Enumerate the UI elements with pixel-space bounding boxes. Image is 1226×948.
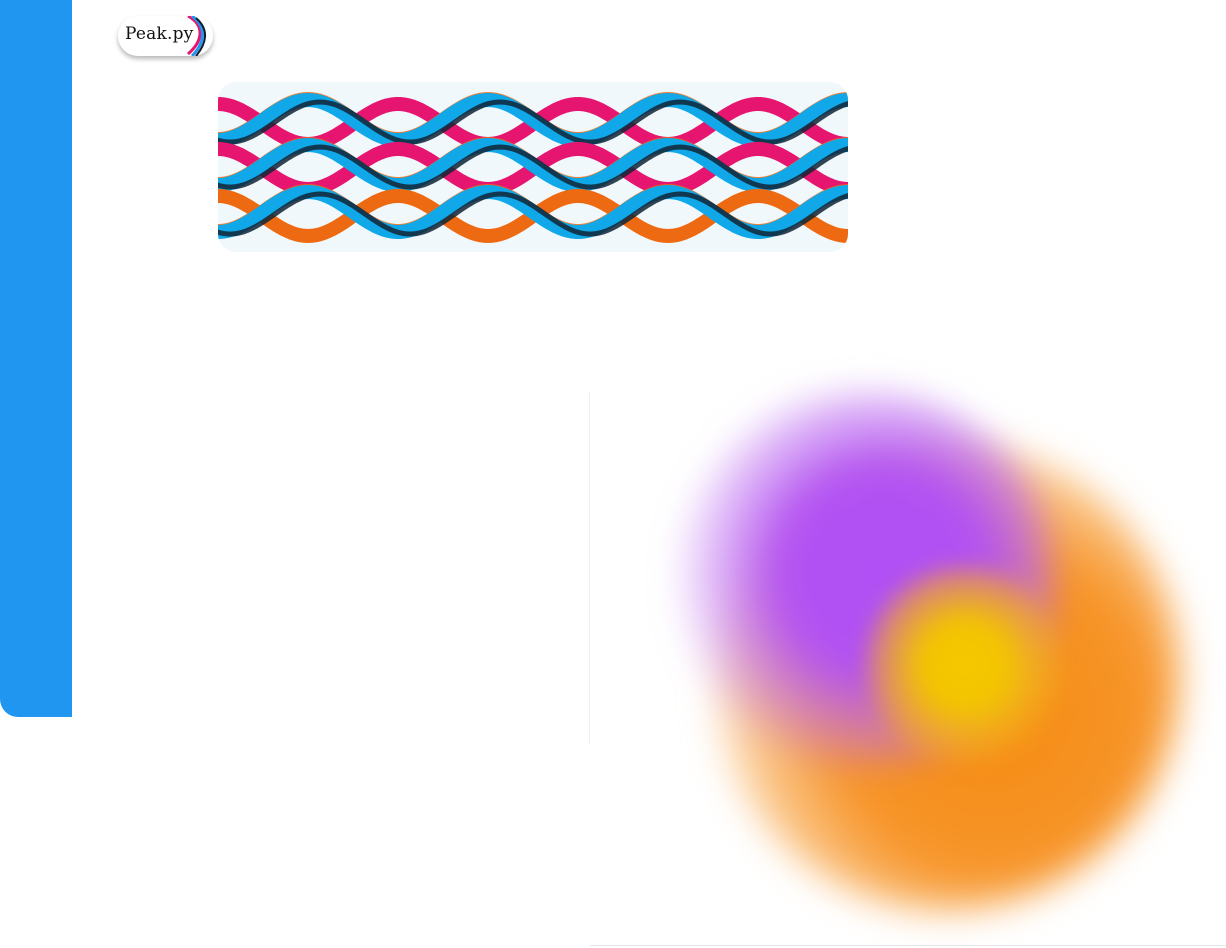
logo-badge[interactable]: Peak.py — [118, 16, 213, 56]
vertical-divider — [589, 392, 590, 744]
wave-strand-dark-1 — [218, 99, 848, 145]
wave-strand-blue-2 — [218, 137, 848, 192]
wave-strand-blue-3 — [218, 184, 848, 239]
wave-banner — [218, 82, 848, 252]
wave-strand-blue-1 — [218, 92, 848, 147]
logo-text: Peak.py — [125, 24, 194, 44]
ribbon-logo-icon — [186, 16, 206, 56]
horizontal-divider — [590, 945, 1226, 946]
gradient-blob — [620, 350, 1226, 948]
wave-strand-dark-2 — [218, 144, 848, 190]
sidebar-panel — [0, 0, 72, 717]
wave-pattern — [218, 91, 848, 244]
blob-yellow-layer — [865, 565, 1065, 765]
wave-strand-dark-3 — [218, 191, 848, 237]
